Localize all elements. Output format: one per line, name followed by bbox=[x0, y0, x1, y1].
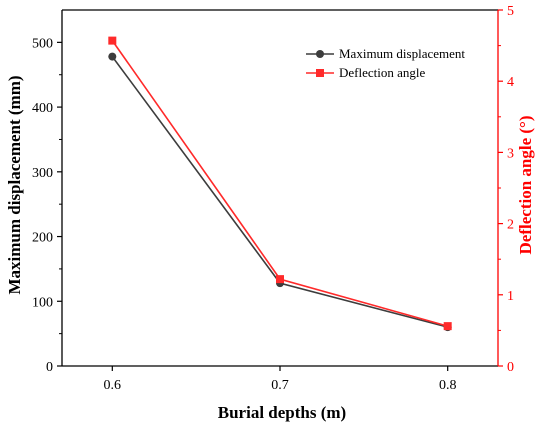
right-y-tick-label: 1 bbox=[507, 289, 514, 304]
left-y-tick-label: 100 bbox=[32, 295, 53, 310]
left-y-tick-label: 300 bbox=[32, 166, 53, 181]
x-axis-title: Burial depths (m) bbox=[218, 403, 346, 422]
right-y-tick-label: 2 bbox=[507, 218, 514, 233]
right-y-tick-label: 4 bbox=[507, 75, 514, 90]
legend: Maximum displacement Deflection angle bbox=[306, 46, 465, 80]
left-y-tick-label: 0 bbox=[46, 360, 53, 375]
right-y-tick-label: 3 bbox=[507, 146, 514, 161]
deflection-angle-point bbox=[108, 36, 117, 45]
deflection-angle-point bbox=[276, 275, 284, 284]
x-tick-label: 0.8 bbox=[439, 378, 457, 393]
left-y-tick-label: 400 bbox=[32, 101, 53, 116]
maximum-displacement-point bbox=[108, 52, 117, 61]
legend-deflection-angle-label: Deflection angle bbox=[339, 65, 425, 80]
deflection-angle-point bbox=[443, 322, 452, 331]
left-y-axis-title: Maximum displacement (mm) bbox=[5, 75, 24, 294]
left-y-tick-label: 200 bbox=[32, 231, 53, 246]
series-group bbox=[108, 36, 452, 332]
x-tick-label: 0.7 bbox=[271, 378, 289, 393]
axes: 0.6 0.7 0.8 0 100 200 300 400 500 0 1 2 3 4 5 bbox=[32, 4, 514, 393]
left-y-tick-label: 500 bbox=[32, 36, 53, 51]
right-y-tick-label: 0 bbox=[507, 360, 514, 375]
x-tick-label: 0.6 bbox=[104, 378, 122, 393]
legend-maximum-displacement-marker bbox=[316, 50, 324, 58]
legend-maximum-displacement-label: Maximum displacement bbox=[339, 46, 465, 61]
right-y-tick-label: 5 bbox=[507, 4, 514, 19]
legend-deflection-angle-marker bbox=[316, 69, 324, 77]
right-y-axis-title: Deflection angle (°) bbox=[516, 116, 535, 255]
